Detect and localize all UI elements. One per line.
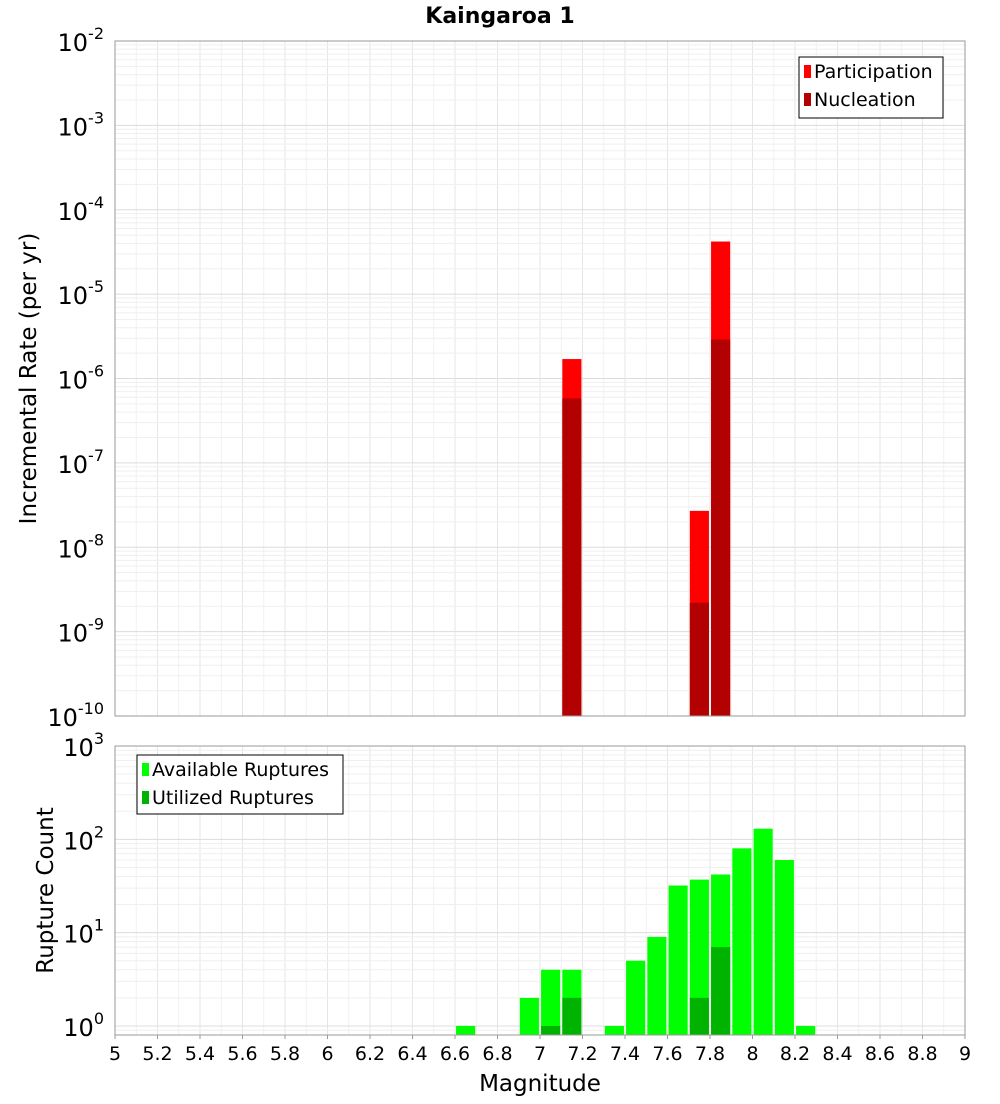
top-legend: Participation Nucleation: [798, 56, 944, 119]
top-legend-box: [798, 56, 944, 119]
bottom-y-tick-label: 101: [63, 916, 104, 949]
bottom-bar-series1: [689, 879, 709, 1035]
bottom-y-tick-label: 102: [63, 822, 104, 855]
bottom-legend-label: Available Ruptures: [152, 759, 329, 781]
top-y-tick-label: 10-6: [58, 362, 105, 395]
bottom-bar-series1: [647, 936, 667, 1035]
x-tick-label: 8.2: [780, 1043, 810, 1065]
bottom-legend-box: [136, 754, 344, 815]
bottom-bar-series2: [562, 997, 582, 1035]
x-axis-label: Magnitude: [479, 1071, 601, 1097]
bottom-bar-series1: [604, 1025, 624, 1035]
bottom-y-axis-label: Rupture Count: [33, 807, 59, 973]
x-tick-label: 5: [109, 1043, 121, 1065]
bottom-bar-series1: [519, 997, 539, 1035]
bottom-legend: Available Ruptures Utilized Ruptures: [136, 754, 344, 815]
top-y-tick-label: 10-2: [58, 24, 105, 57]
top-legend-swatch: [804, 65, 811, 78]
bottom-y-tick-label: 100: [63, 1009, 104, 1042]
bottom-bar-series1: [668, 885, 688, 1035]
x-tick-label: 6.2: [355, 1043, 385, 1065]
top-y-tick-label: 10-3: [58, 108, 105, 141]
x-tick-label: 7.6: [652, 1043, 682, 1065]
bottom-bar-series1: [626, 960, 646, 1035]
x-tick-label: 8.8: [907, 1043, 937, 1065]
x-tick-label: 6.8: [482, 1043, 512, 1065]
x-tick-label: 8: [746, 1043, 758, 1065]
bottom-bars: [456, 828, 816, 1035]
top-y-tick-label: 10-5: [58, 277, 105, 310]
x-tick-label: 5.6: [227, 1043, 257, 1065]
x-tick-label: 6.6: [440, 1043, 470, 1065]
top-plot-panel: 10-2 10-3 10-4 10-5 10-6 10-7 10-8 10-9 10-10 In…: [16, 24, 966, 732]
x-tick-label: 5.4: [185, 1043, 215, 1065]
x-tick-label: 5.2: [142, 1043, 172, 1065]
x-tick-label: 5.8: [270, 1043, 300, 1065]
x-tick-label: 6: [321, 1043, 333, 1065]
chart-title: Kaingaroa 1: [425, 4, 574, 29]
x-tick-labels: 5 5.2 5.4 5.6 5.8 6 6.2 6.4 6.6 6.8 7 7.2 7.4 7.6 7.8 8…: [109, 1035, 971, 1065]
x-tick-label: 7: [534, 1043, 546, 1065]
x-tick-label: 9: [959, 1043, 971, 1065]
top-grid: [114, 41, 966, 717]
bottom-bar-series2: [711, 947, 731, 1035]
x-tick-label: 8.4: [822, 1043, 852, 1065]
top-legend-label: Participation: [814, 61, 933, 83]
top-y-axis-label: Incremental Rate (per yr): [16, 233, 42, 525]
bottom-bar-series2: [689, 997, 709, 1035]
top-y-tick-label: 10-10: [47, 699, 104, 732]
top-y-tick-label: 10-9: [58, 615, 105, 648]
bottom-y-tick-label: 103: [63, 729, 104, 762]
bottom-bar-series1: [796, 1025, 816, 1035]
bottom-bar-series1: [541, 969, 561, 1035]
x-tick-label: 8.6: [865, 1043, 895, 1065]
x-tick-label: 7.8: [695, 1043, 725, 1065]
top-legend-label: Nucleation: [814, 89, 916, 111]
bottom-bar-series1: [753, 828, 773, 1035]
top-legend-swatch: [804, 93, 811, 106]
top-bar-series2: [562, 398, 582, 716]
bottom-bar-series2: [541, 1025, 561, 1035]
x-tick-label: 6.4: [397, 1043, 427, 1065]
bottom-plot-panel: 103 102 101 100 Rupture Count Available Rup…: [33, 729, 966, 1042]
top-y-tick-label: 10-4: [58, 193, 105, 226]
x-tick-label: 7.4: [610, 1043, 640, 1065]
top-y-tick-label: 10-8: [58, 530, 105, 563]
bottom-legend-swatch: [142, 763, 149, 776]
bottom-legend-swatch: [142, 791, 149, 804]
x-tick-label: 7.2: [567, 1043, 597, 1065]
bottom-bar-series1: [732, 848, 752, 1035]
top-y-tick-label: 10-7: [58, 446, 105, 479]
top-bar-series2: [711, 339, 731, 716]
bottom-legend-label: Utilized Ruptures: [152, 787, 314, 809]
bottom-bar-series1: [456, 1025, 476, 1035]
bottom-y-tick-labels: 103 102 101 100: [63, 729, 104, 1042]
top-bars: [562, 241, 731, 717]
top-bar-series2: [689, 602, 709, 716]
top-y-tick-labels: 10-2 10-3 10-4 10-5 10-6 10-7 10-8 10-9 10-10: [47, 24, 104, 732]
bottom-bar-series1: [774, 860, 794, 1035]
top-plot-frame: [114, 40, 966, 717]
